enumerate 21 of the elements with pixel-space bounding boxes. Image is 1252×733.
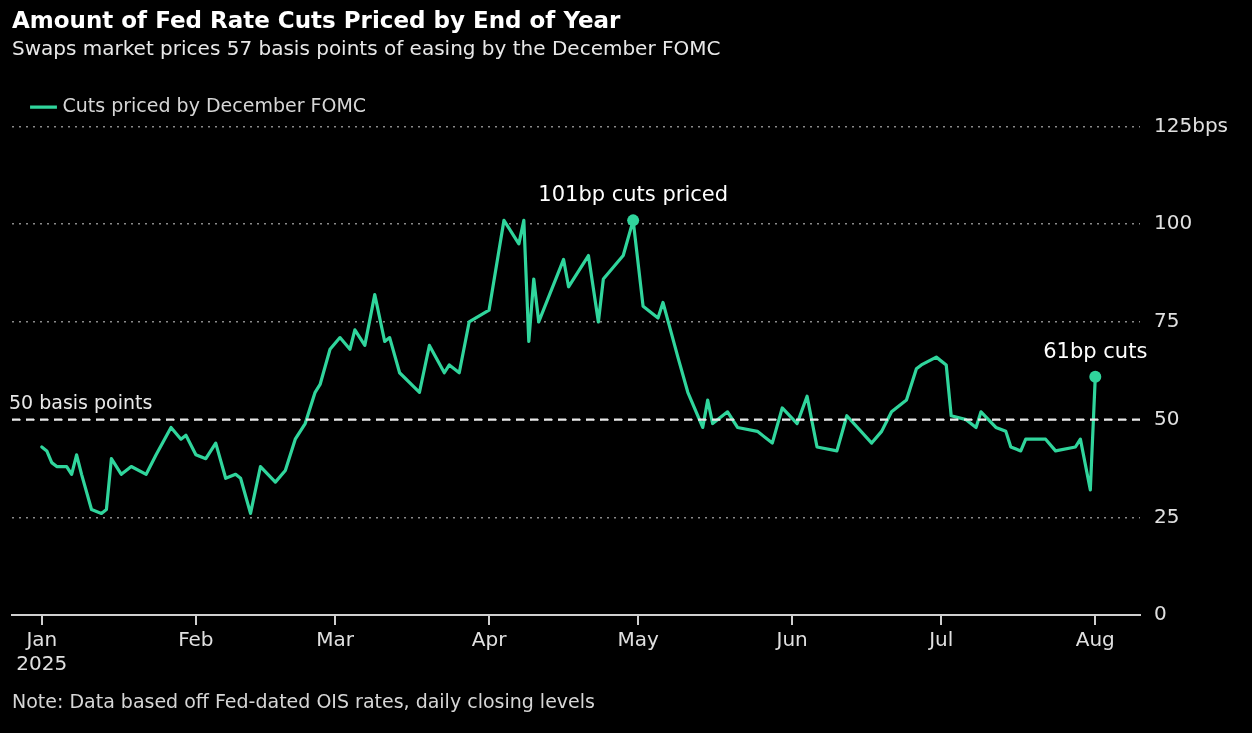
x-tick-label: Aug [1075,627,1115,652]
x-tick-label: Jul [927,627,954,652]
y-tick-label: 25 [1154,503,1180,528]
chart-title: Amount of Fed Rate Cuts Priced by End of Year [12,6,622,33]
x-tick-label: Jun [774,627,808,652]
y-tick-label: 75 [1154,308,1180,333]
x-tick-label: Mar [316,627,355,652]
y-tick-label: 125bps [1154,112,1228,137]
y-tick-label: 50 [1154,405,1180,430]
y-tick-label: 0 [1154,601,1167,626]
ref-line-label: 50 basis points [9,391,153,414]
chart-subtitle: Swaps market prices 57 basis points of easing by the December FOMC [12,35,721,60]
text: Note: Data based off Fed-dated OIS rates, daily closing levels [12,690,595,713]
x-tick-label: Feb [178,627,214,652]
annotation: 61bp cuts [1043,338,1148,363]
y-tick-label: 100 [1154,210,1193,235]
x-tick-label: Jan 2025 [16,627,68,676]
x-tick-label: May [617,627,659,652]
x-tick-label: Apr [471,627,508,652]
annotation: 101bp cuts priced [538,182,729,207]
legend-label: Cuts priced by December FOMC [62,94,367,117]
